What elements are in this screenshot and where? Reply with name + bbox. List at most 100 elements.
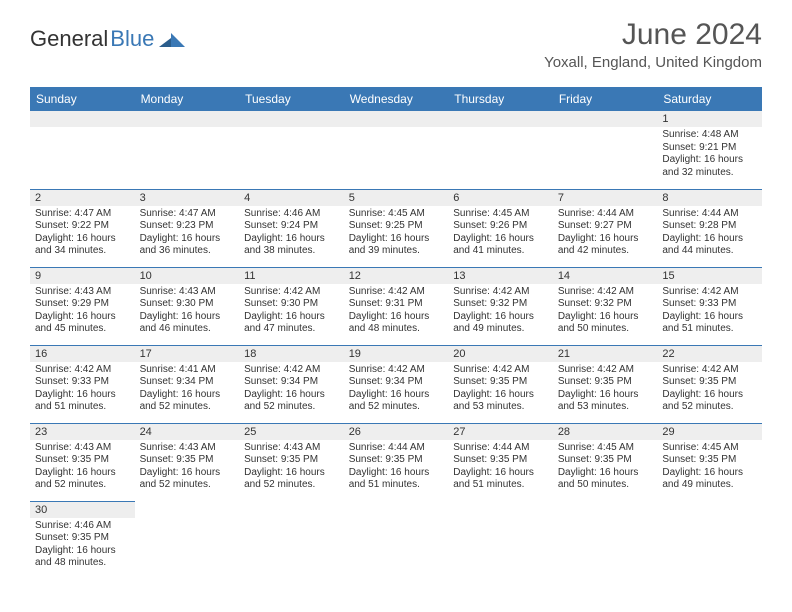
day-details: Sunrise: 4:45 AMSunset: 9:25 PMDaylight:…	[344, 206, 449, 262]
daylight: Daylight: 16 hours and 52 minutes.	[140, 389, 235, 414]
calendar-cell: 5Sunrise: 4:45 AMSunset: 9:25 PMDaylight…	[344, 189, 449, 267]
calendar-cell: 9Sunrise: 4:43 AMSunset: 9:29 PMDaylight…	[30, 267, 135, 345]
daylight: Daylight: 16 hours and 50 minutes.	[558, 467, 653, 492]
sunset: Sunset: 9:35 PM	[558, 454, 653, 467]
sunset: Sunset: 9:24 PM	[244, 220, 339, 233]
day-number: 1	[657, 111, 762, 127]
day-number: 4	[239, 190, 344, 206]
daylight: Daylight: 16 hours and 51 minutes.	[35, 389, 130, 414]
sunrise: Sunrise: 4:42 AM	[453, 364, 548, 377]
daylight: Daylight: 16 hours and 39 minutes.	[349, 233, 444, 258]
calendar-cell	[239, 111, 344, 189]
day-details: Sunrise: 4:42 AMSunset: 9:35 PMDaylight:…	[553, 362, 658, 418]
calendar-cell: 12Sunrise: 4:42 AMSunset: 9:31 PMDayligh…	[344, 267, 449, 345]
day-details: Sunrise: 4:42 AMSunset: 9:34 PMDaylight:…	[239, 362, 344, 418]
sunrise: Sunrise: 4:44 AM	[662, 208, 757, 221]
sunrise: Sunrise: 4:44 AM	[453, 442, 548, 455]
day-details: Sunrise: 4:47 AMSunset: 9:22 PMDaylight:…	[30, 206, 135, 262]
calendar-cell: 27Sunrise: 4:44 AMSunset: 9:35 PMDayligh…	[448, 423, 553, 501]
sunset: Sunset: 9:35 PM	[349, 454, 444, 467]
sunset: Sunset: 9:30 PM	[244, 298, 339, 311]
day-number: 12	[344, 268, 449, 284]
calendar-cell: 4Sunrise: 4:46 AMSunset: 9:24 PMDaylight…	[239, 189, 344, 267]
title-block: June 2024 Yoxall, England, United Kingdo…	[544, 18, 762, 71]
sunrise: Sunrise: 4:46 AM	[35, 520, 130, 533]
sunset: Sunset: 9:35 PM	[453, 376, 548, 389]
logo-text-2: Blue	[110, 26, 154, 52]
sunrise: Sunrise: 4:46 AM	[244, 208, 339, 221]
daylight: Daylight: 16 hours and 36 minutes.	[140, 233, 235, 258]
sunrise: Sunrise: 4:48 AM	[662, 129, 757, 142]
sunset: Sunset: 9:29 PM	[35, 298, 130, 311]
daylight: Daylight: 16 hours and 49 minutes.	[662, 467, 757, 492]
daylight: Daylight: 16 hours and 44 minutes.	[662, 233, 757, 258]
daylight: Daylight: 16 hours and 53 minutes.	[558, 389, 653, 414]
day-number: 27	[448, 424, 553, 440]
sunrise: Sunrise: 4:43 AM	[35, 442, 130, 455]
calendar-cell: 20Sunrise: 4:42 AMSunset: 9:35 PMDayligh…	[448, 345, 553, 423]
day-details: Sunrise: 4:44 AMSunset: 9:27 PMDaylight:…	[553, 206, 658, 262]
daylight: Daylight: 16 hours and 52 minutes.	[662, 389, 757, 414]
day-number: 25	[239, 424, 344, 440]
sunrise: Sunrise: 4:47 AM	[35, 208, 130, 221]
sunset: Sunset: 9:25 PM	[349, 220, 444, 233]
sunset: Sunset: 9:31 PM	[349, 298, 444, 311]
sunrise: Sunrise: 4:45 AM	[349, 208, 444, 221]
sunset: Sunset: 9:35 PM	[662, 454, 757, 467]
sunrise: Sunrise: 4:45 AM	[453, 208, 548, 221]
day-number: 3	[135, 190, 240, 206]
day-number: 18	[239, 346, 344, 362]
sunset: Sunset: 9:32 PM	[558, 298, 653, 311]
sunrise: Sunrise: 4:47 AM	[140, 208, 235, 221]
sunset: Sunset: 9:35 PM	[35, 532, 130, 545]
calendar-table: SundayMondayTuesdayWednesdayThursdayFrid…	[30, 87, 762, 579]
day-number: 5	[344, 190, 449, 206]
day-details: Sunrise: 4:46 AMSunset: 9:24 PMDaylight:…	[239, 206, 344, 262]
sunrise: Sunrise: 4:45 AM	[662, 442, 757, 455]
daylight: Daylight: 16 hours and 41 minutes.	[453, 233, 548, 258]
sunrise: Sunrise: 4:42 AM	[349, 364, 444, 377]
day-number: 10	[135, 268, 240, 284]
weekday-header: Sunday	[30, 87, 135, 111]
calendar-cell	[344, 111, 449, 189]
calendar-cell	[657, 501, 762, 579]
day-number: 24	[135, 424, 240, 440]
day-number: 21	[553, 346, 658, 362]
header: GeneralBlue June 2024 Yoxall, England, U…	[0, 0, 792, 79]
calendar-cell: 25Sunrise: 4:43 AMSunset: 9:35 PMDayligh…	[239, 423, 344, 501]
sunrise: Sunrise: 4:44 AM	[349, 442, 444, 455]
day-number: 2	[30, 190, 135, 206]
day-details: Sunrise: 4:47 AMSunset: 9:23 PMDaylight:…	[135, 206, 240, 262]
day-number: 6	[448, 190, 553, 206]
day-number: 30	[30, 502, 135, 518]
daylight: Daylight: 16 hours and 53 minutes.	[453, 389, 548, 414]
daylight: Daylight: 16 hours and 52 minutes.	[140, 467, 235, 492]
sunset: Sunset: 9:23 PM	[140, 220, 235, 233]
calendar-cell: 21Sunrise: 4:42 AMSunset: 9:35 PMDayligh…	[553, 345, 658, 423]
sunset: Sunset: 9:35 PM	[140, 454, 235, 467]
day-number: 22	[657, 346, 762, 362]
sunset: Sunset: 9:35 PM	[558, 376, 653, 389]
sunset: Sunset: 9:26 PM	[453, 220, 548, 233]
daylight: Daylight: 16 hours and 49 minutes.	[453, 311, 548, 336]
day-number: 14	[553, 268, 658, 284]
calendar-cell: 22Sunrise: 4:42 AMSunset: 9:35 PMDayligh…	[657, 345, 762, 423]
location: Yoxall, England, United Kingdom	[544, 54, 762, 71]
sunset: Sunset: 9:34 PM	[140, 376, 235, 389]
sunrise: Sunrise: 4:42 AM	[244, 364, 339, 377]
day-details: Sunrise: 4:45 AMSunset: 9:35 PMDaylight:…	[553, 440, 658, 496]
calendar-cell: 15Sunrise: 4:42 AMSunset: 9:33 PMDayligh…	[657, 267, 762, 345]
calendar-cell: 7Sunrise: 4:44 AMSunset: 9:27 PMDaylight…	[553, 189, 658, 267]
calendar-cell	[30, 111, 135, 189]
day-details: Sunrise: 4:41 AMSunset: 9:34 PMDaylight:…	[135, 362, 240, 418]
day-number: 19	[344, 346, 449, 362]
sunrise: Sunrise: 4:42 AM	[558, 286, 653, 299]
calendar-cell: 18Sunrise: 4:42 AMSunset: 9:34 PMDayligh…	[239, 345, 344, 423]
calendar-cell: 28Sunrise: 4:45 AMSunset: 9:35 PMDayligh…	[553, 423, 658, 501]
calendar-cell: 30Sunrise: 4:46 AMSunset: 9:35 PMDayligh…	[30, 501, 135, 579]
daylight: Daylight: 16 hours and 47 minutes.	[244, 311, 339, 336]
calendar-cell: 8Sunrise: 4:44 AMSunset: 9:28 PMDaylight…	[657, 189, 762, 267]
calendar-cell	[344, 501, 449, 579]
calendar-header-row: SundayMondayTuesdayWednesdayThursdayFrid…	[30, 87, 762, 111]
sunrise: Sunrise: 4:42 AM	[35, 364, 130, 377]
